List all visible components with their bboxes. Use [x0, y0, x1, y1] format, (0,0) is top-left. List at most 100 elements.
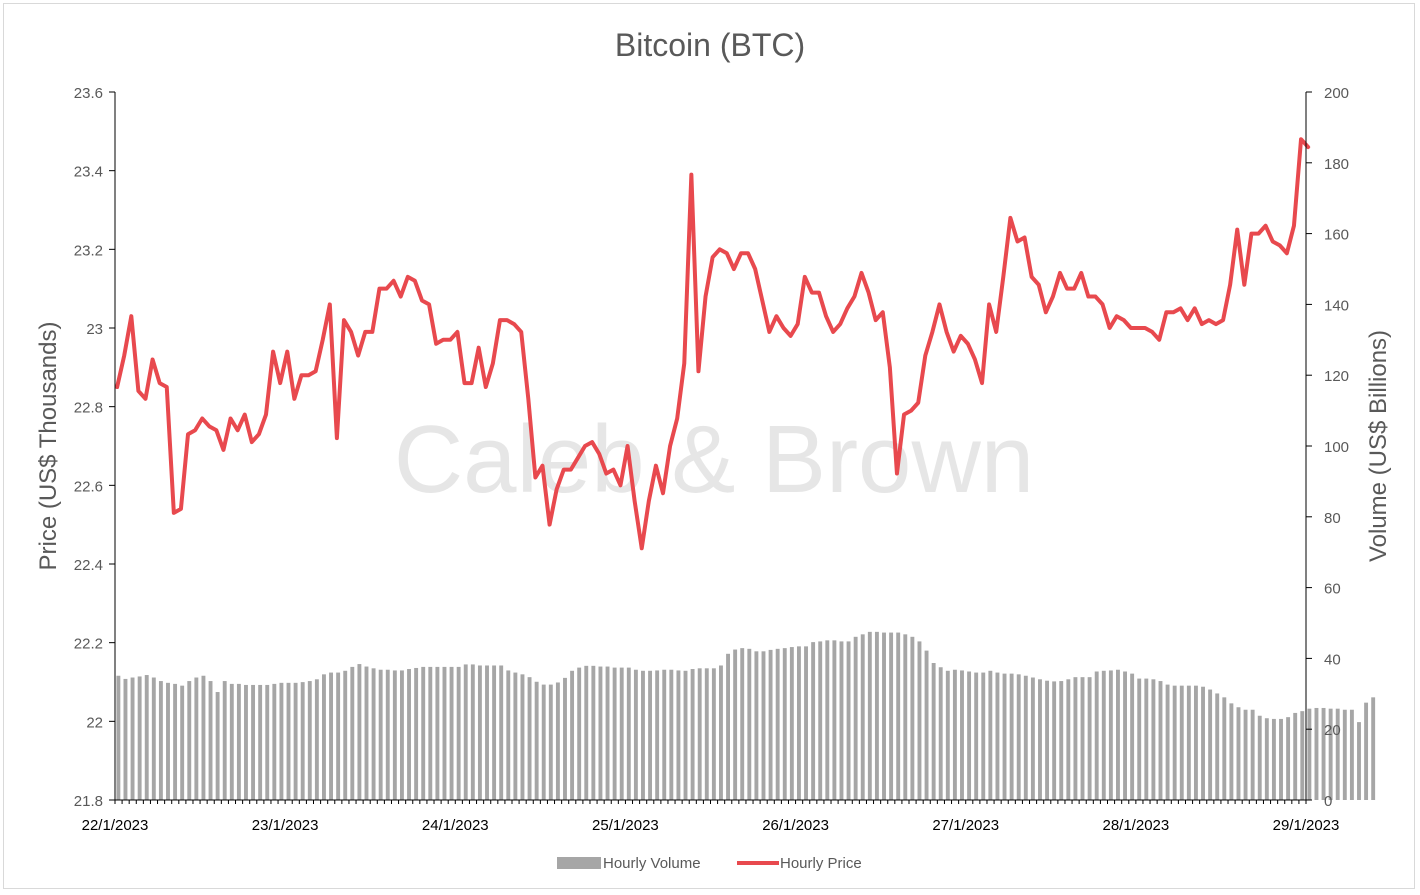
volume-bar	[591, 665, 596, 800]
volume-bar	[683, 670, 688, 800]
volume-bar	[931, 663, 936, 800]
volume-bar	[329, 672, 333, 800]
volume-bar	[995, 672, 1000, 800]
volume-bar	[874, 631, 879, 800]
volume-bar	[563, 677, 567, 800]
volume-bar	[719, 665, 723, 800]
volume-bar	[286, 682, 291, 800]
volume-bar	[1137, 678, 1142, 800]
x-tick-label: 26/1/2023	[762, 817, 829, 834]
volume-bar	[1279, 718, 1283, 800]
volume-bar	[598, 666, 603, 800]
volume-bar	[804, 646, 808, 800]
volume-bar	[541, 684, 546, 800]
volume-bar	[1066, 679, 1071, 800]
volume-bar	[832, 640, 837, 800]
volume-bar	[740, 648, 745, 800]
volume-bar	[945, 670, 950, 800]
volume-bar	[605, 666, 610, 800]
volume-bar	[173, 683, 178, 800]
y2-tick-label: 140	[1324, 297, 1349, 314]
volume-bar	[825, 640, 830, 800]
volume-bar	[1193, 685, 1198, 800]
volume-bar	[265, 684, 270, 800]
volume-bar	[1116, 669, 1120, 800]
volume-bar	[428, 666, 433, 800]
volume-bar	[322, 674, 326, 800]
volume-bar	[648, 670, 653, 800]
volume-bar	[1030, 677, 1035, 800]
y-axis-title: Price (US$ Thousands)	[35, 322, 62, 571]
volume-bar	[1328, 708, 1333, 800]
volume-bar	[1165, 684, 1170, 800]
y2-tick-label: 0	[1324, 793, 1332, 810]
y2-tick-label: 60	[1324, 581, 1341, 598]
volume-bar	[726, 653, 730, 800]
volume-bar	[158, 681, 163, 800]
volume-bar	[144, 675, 149, 800]
volume-bar	[314, 679, 319, 800]
bitcoin-chart: Bitcoin (BTC) Caleb & Brown 21.8 22 22.2 22…	[35, 27, 1392, 872]
x-tick-label: 27/1/2023	[932, 817, 999, 834]
volume-bar	[527, 677, 532, 800]
volume-bar	[1222, 697, 1227, 800]
volume-bar	[1009, 673, 1014, 800]
volume-bar	[180, 685, 185, 800]
y2-tick-label: 100	[1324, 439, 1349, 456]
x-tick-label: 24/1/2023	[422, 817, 489, 834]
volume-bar	[1201, 686, 1205, 800]
volume-bar	[1038, 679, 1042, 800]
volume-bar	[867, 631, 872, 800]
volume-bar	[1073, 677, 1078, 800]
volume-bar	[194, 677, 199, 800]
volume-bar	[896, 632, 901, 800]
watermark: Caleb & Brown	[394, 406, 1034, 513]
volume-bar	[1349, 709, 1354, 800]
volume-bar	[860, 634, 865, 800]
volume-bar	[570, 670, 575, 800]
volume-bar	[435, 666, 440, 800]
volume-bar	[1016, 674, 1021, 800]
y-tick-label: 23.2	[74, 242, 103, 259]
volume-bar	[1108, 670, 1113, 800]
volume-bar	[215, 692, 220, 800]
volume-bar	[534, 681, 539, 800]
volume-bar	[846, 641, 851, 800]
y2-tick-label: 20	[1324, 722, 1341, 739]
volume-bar	[1314, 707, 1319, 800]
volume-bar	[392, 670, 397, 800]
x-tick-label: 29/1/2023	[1273, 817, 1340, 834]
volume-bar	[357, 664, 362, 800]
volume-bar	[293, 682, 298, 800]
volume-bar	[449, 666, 454, 800]
legend: Hourly Volume Hourly Price	[557, 855, 862, 872]
volume-bar	[967, 671, 972, 800]
x-axis-ticks: 22/1/2023 23/1/2023 24/1/2023 25/1/2023 26/1…	[82, 800, 1340, 834]
volume-bar	[137, 676, 142, 800]
volume-bar	[371, 668, 376, 800]
volume-bar	[1087, 677, 1092, 800]
volume-bar	[1052, 681, 1057, 800]
volume-bar	[882, 632, 886, 800]
volume-bar	[1286, 717, 1291, 800]
volume-bar	[1002, 673, 1007, 800]
legend-price-label: Hourly Price	[780, 855, 862, 872]
volume-bar	[350, 666, 355, 800]
volume-bar	[1130, 673, 1135, 800]
volume-bar	[747, 648, 752, 800]
volume-bar	[555, 682, 560, 800]
volume-bar	[1151, 679, 1156, 800]
volume-bar	[1243, 709, 1248, 800]
volume-bar	[187, 681, 192, 800]
volume-bar	[988, 670, 993, 800]
volume-bar	[485, 665, 489, 800]
volume-bar	[811, 642, 816, 800]
volume-bar	[244, 684, 248, 800]
volume-bar	[300, 682, 305, 800]
volume-bar	[584, 665, 589, 800]
volume-bar	[548, 684, 553, 800]
volume-bar	[761, 651, 766, 800]
y-tick-label: 22	[86, 714, 103, 731]
volume-bar	[1300, 711, 1305, 800]
volume-bar	[229, 683, 234, 800]
